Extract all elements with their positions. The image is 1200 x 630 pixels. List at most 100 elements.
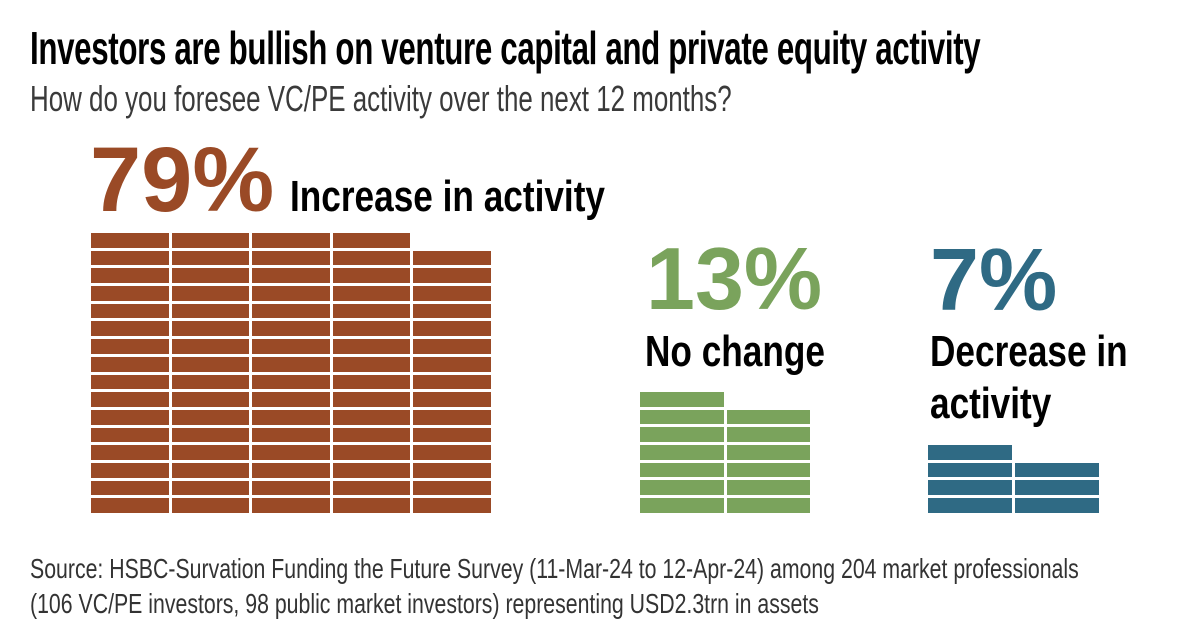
waffle-block [413,303,491,319]
waffle-block [91,427,169,443]
waffle-block [332,392,411,407]
waffle-block [171,498,250,513]
waffle-block [171,427,250,443]
waffle-block [332,462,411,478]
waffle-block [91,233,169,248]
waffle-block [332,445,411,460]
waffle-row [91,462,491,478]
waffle-row [928,480,1099,496]
waffle-block [413,462,491,478]
waffle-block [332,339,411,354]
waffle-chart-increase [91,233,491,513]
waffle-block [413,286,491,301]
waffle-block [640,409,724,425]
waffle-block [252,268,330,284]
waffle-block [171,339,250,354]
waffle-block [413,427,491,443]
waffle-block [413,321,491,337]
waffle-row [91,321,491,337]
waffle-block [252,303,330,319]
waffle-block [726,427,810,443]
waffle-block [252,445,330,460]
waffle-block [332,268,411,284]
percent-value-increase: 79% [90,129,275,231]
waffle-row [91,250,491,266]
waffle-block [91,409,169,425]
waffle-block [413,356,491,372]
waffle-block [91,374,169,390]
waffle-block [726,409,810,425]
waffle-block [171,392,250,407]
waffle-block [91,356,169,372]
waffle-block [1015,498,1099,513]
waffle-block [640,392,724,407]
waffle-row [91,233,491,248]
waffle-block [91,392,169,407]
waffle-block [1015,480,1099,496]
waffle-block [252,392,330,407]
waffle-row [91,303,491,319]
waffle-block [413,445,491,460]
waffle-block [332,374,411,390]
source-line-1: Source: HSBC-Survation Funding the Futur… [30,553,1079,584]
waffle-block [332,356,411,372]
waffle-block [91,445,169,460]
percent-value-decrease: 7% [930,230,1058,329]
waffle-block [726,498,810,513]
category-label-no-change: No change [645,327,825,376]
waffle-block [413,250,491,266]
waffle-block [928,445,1012,460]
waffle-block [252,374,330,390]
waffle-block [171,233,250,248]
waffle-row [640,480,810,496]
waffle-row [640,392,810,407]
waffle-block [252,339,330,354]
source-line-2: (106 VC/PE investors, 98 public market i… [30,588,819,619]
waffle-block [332,427,411,443]
waffle-block [332,250,411,266]
waffle-block [413,480,491,496]
waffle-block [252,462,330,478]
waffle-block [252,356,330,372]
page-title: Investors are bullish on venture capital… [30,22,981,74]
waffle-block [91,498,169,513]
waffle-block [640,445,724,460]
waffle-block [332,480,411,496]
waffle-block [171,445,250,460]
waffle-block [91,303,169,319]
waffle-block [171,321,250,337]
waffle-block [91,250,169,266]
waffle-row [91,339,491,354]
waffle-block [91,321,169,337]
waffle-row [91,392,491,407]
waffle-block [640,480,724,496]
waffle-block [252,286,330,301]
source-note: Source: HSBC-Survation Funding the Futur… [30,551,1079,621]
waffle-row [928,462,1099,478]
waffle-block [332,321,411,337]
waffle-block [252,427,330,443]
waffle-row [640,427,810,443]
waffle-block [171,268,250,284]
category-label-decrease: Decrease in activity [930,327,1128,428]
waffle-block [1015,462,1099,478]
percent-value-no-change: 13% [646,229,823,328]
waffle-block [91,339,169,354]
waffle-block [252,233,330,248]
waffle-block [91,268,169,284]
waffle-row [91,498,491,513]
waffle-row [91,356,491,372]
waffle-block [640,498,724,513]
waffle-row [928,498,1099,513]
waffle-block [726,445,810,460]
waffle-row [91,286,491,301]
waffle-row [91,427,491,443]
waffle-block [413,498,491,513]
waffle-chart-decrease [928,445,1099,513]
waffle-block [413,409,491,425]
waffle-block [928,498,1012,513]
waffle-block [91,286,169,301]
waffle-row [640,445,810,460]
waffle-block [171,409,250,425]
